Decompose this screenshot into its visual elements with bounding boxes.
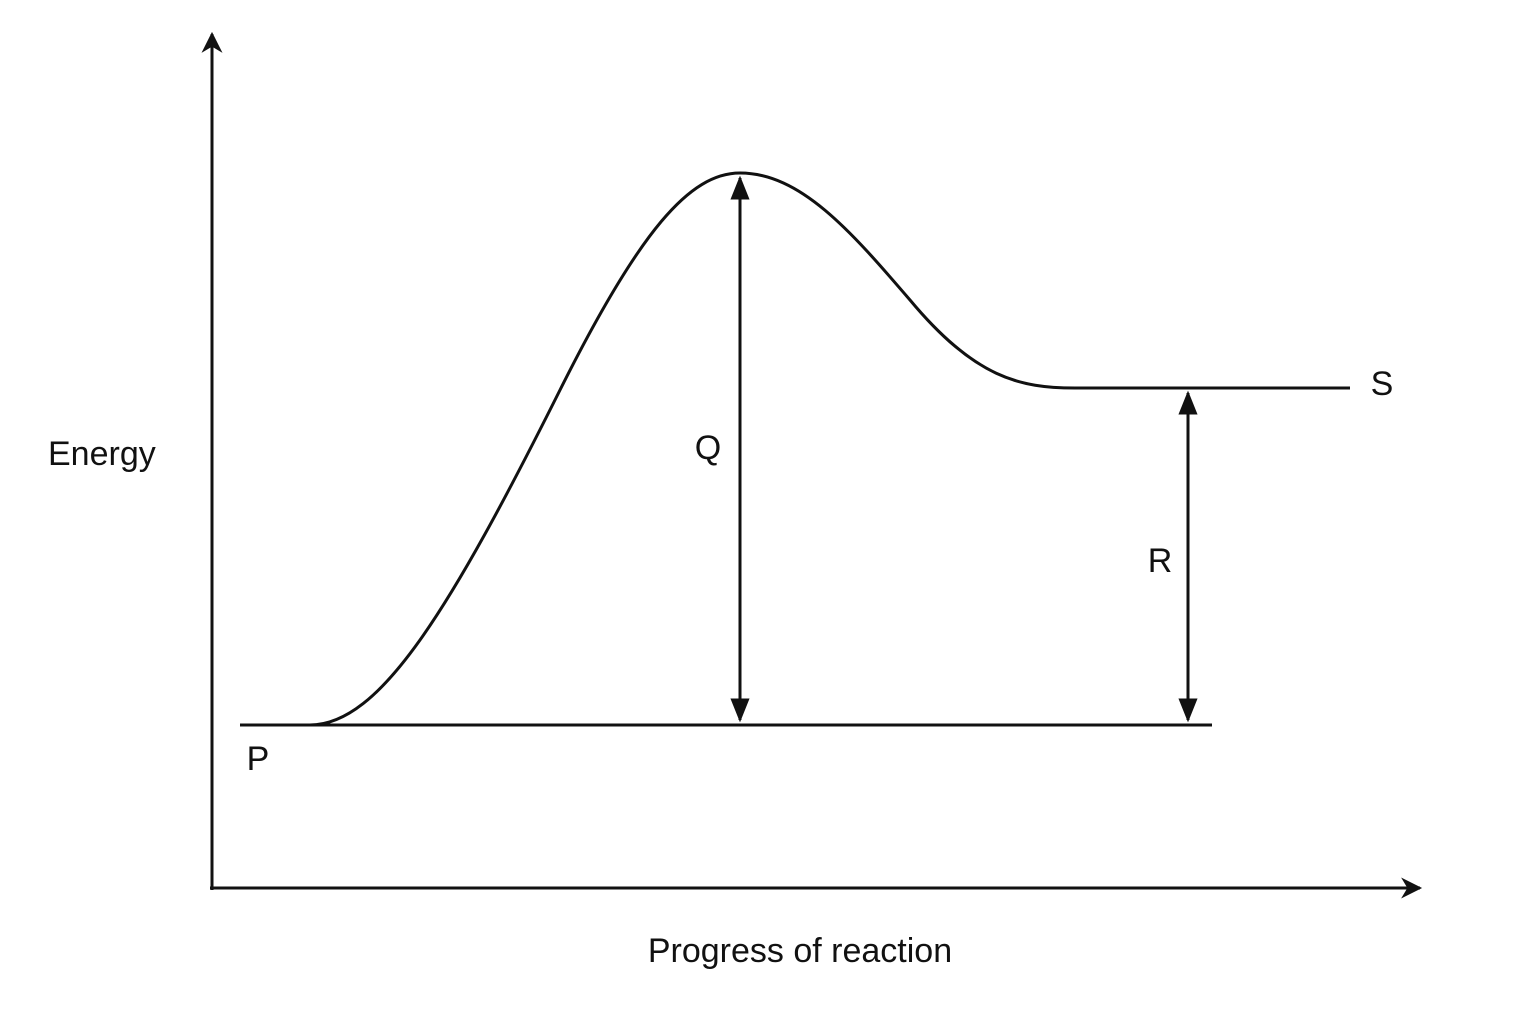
label-q: Q [695, 429, 721, 467]
label-s: S [1371, 365, 1394, 403]
y-axis-label: Energy [48, 435, 156, 473]
label-r: R [1148, 542, 1173, 580]
x-axis-label: Progress of reaction [648, 932, 952, 970]
energy-curve [309, 171, 1350, 727]
label-p: P [247, 740, 270, 778]
